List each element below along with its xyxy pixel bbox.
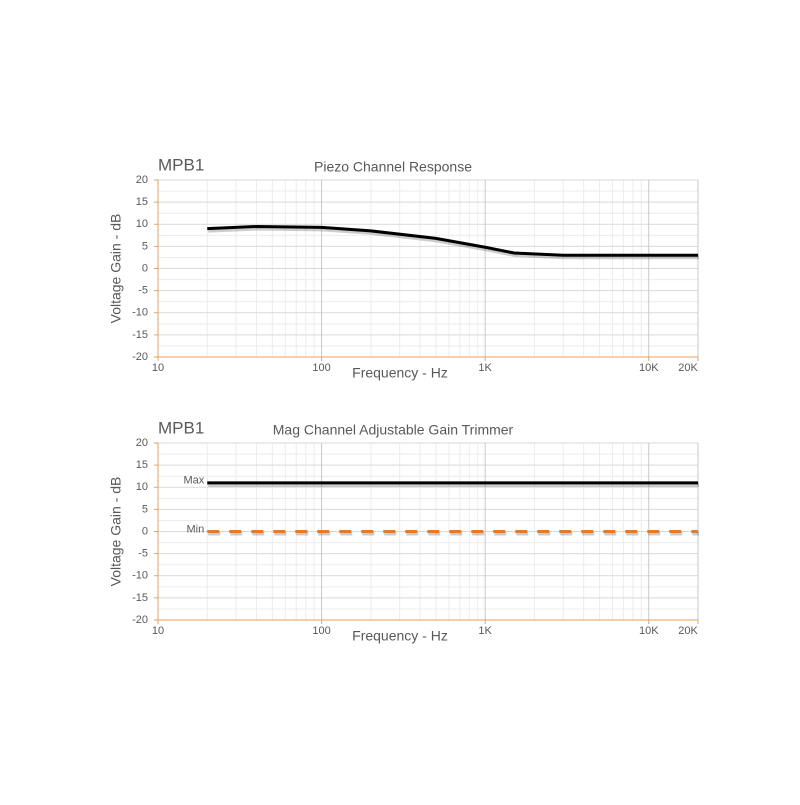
y-axis-label: Voltage Gain - dB [108,477,124,587]
x-axis-label: Frequency - Hz [352,365,448,381]
y-tick-label: 5 [142,240,148,252]
series-line [207,224,698,257]
x-tick-label: 10 [152,625,164,637]
y-axis-label: Voltage Gain - dB [108,214,124,324]
y-tick-label: 0 [142,525,148,537]
y-tick-label: 5 [142,503,148,515]
y-tick-label: -10 [132,570,148,582]
y-tick-label: -20 [132,614,148,626]
y-tick-label: -20 [132,351,148,363]
annotation: MPB1 [158,155,204,174]
y-tick-label: 10 [136,481,148,493]
y-tick-label: 15 [136,459,148,471]
x-axis-label: Frequency - Hz [352,628,448,644]
chart-title: Mag Channel Adjustable Gain Trimmer [273,422,514,438]
x-tick-label: 10K [639,362,659,374]
y-tick-label: -15 [132,329,148,341]
x-tick-label: 1K [478,362,492,374]
y-tick-label: -5 [138,285,148,297]
y-tick-label: 0 [142,262,148,274]
x-tick-label: 100 [312,362,330,374]
x-tick-label: 10K [639,625,659,637]
y-tick-label: 15 [136,196,148,208]
x-tick-label: 10 [152,362,164,374]
x-tick-label: 1K [478,625,492,637]
y-tick-label: 10 [136,218,148,230]
series-label: Min [187,523,205,535]
chart-title: Piezo Channel Response [314,159,472,175]
series-line-shadow [208,226,699,260]
x-tick-label: 20K [678,362,698,374]
annotation: MPB1 [158,418,204,437]
y-tick-label: 20 [136,437,148,449]
series-label: Max [183,475,204,487]
y-tick-label: -10 [132,307,148,319]
y-tick-label: -5 [138,548,148,560]
x-tick-label: 100 [312,625,330,637]
x-tick-label: 20K [678,625,698,637]
y-tick-label: 20 [136,174,148,186]
y-tick-label: -15 [132,592,148,604]
